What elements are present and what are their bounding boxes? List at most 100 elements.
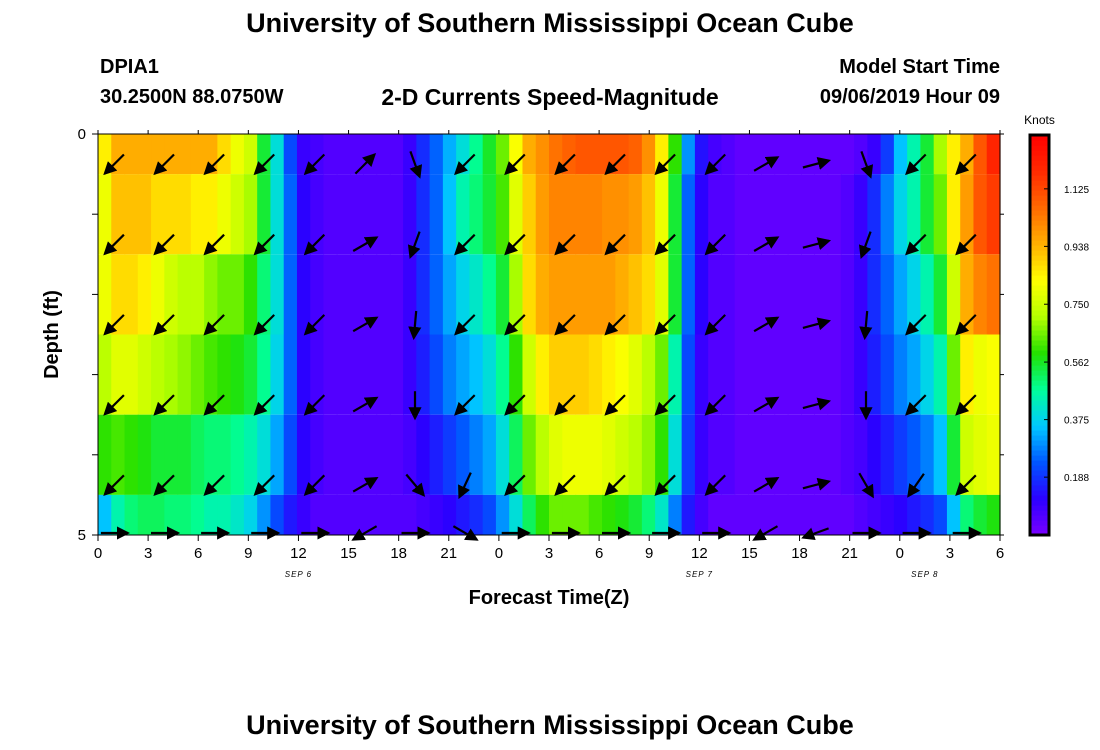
heatmap-cell	[668, 174, 683, 255]
heatmap-cell	[920, 414, 935, 495]
x-tick-label: 0	[896, 545, 904, 562]
current-vector-arrow	[103, 153, 125, 176]
heatmap-cell	[217, 254, 232, 335]
heatmap-cell	[456, 174, 471, 255]
colorbar-segment	[1030, 410, 1049, 416]
current-vector-arrow	[103, 314, 125, 336]
current-vector-arrow	[654, 233, 676, 256]
heatmap-cell	[893, 174, 908, 255]
heatmap-cell	[204, 254, 218, 335]
heatmap-cell	[217, 334, 232, 415]
x-tick-label: 21	[440, 545, 457, 562]
heatmap-cell	[469, 494, 484, 535]
heatmap-cell	[442, 334, 457, 415]
heatmap-cell	[801, 254, 815, 335]
current-vector-arrow	[354, 152, 377, 175]
current-vector-arrow	[704, 153, 726, 176]
heatmap-cell	[270, 134, 285, 175]
heatmap-cell	[456, 334, 471, 415]
current-vector-arrow	[654, 153, 676, 176]
x-tick-label: 12	[691, 545, 708, 562]
heatmap-cell	[376, 494, 391, 535]
colorbar-segment	[1030, 175, 1049, 181]
current-vector-arrow	[103, 233, 125, 256]
heatmap-cell	[389, 254, 404, 335]
current-vector-arrow	[253, 233, 275, 256]
heatmap-cell	[137, 494, 152, 535]
heatmap-cell	[747, 134, 762, 175]
current-vector-arrow	[753, 156, 780, 172]
heatmap-cell	[986, 414, 1001, 495]
heatmap-cell	[456, 134, 471, 175]
current-vector-arrow	[802, 317, 832, 331]
current-vector-arrow	[955, 394, 977, 416]
current-vector-arrow	[153, 314, 175, 336]
heatmap-cell	[920, 134, 935, 175]
current-vector-arrow	[504, 474, 526, 496]
heatmap-cell	[416, 174, 431, 255]
heatmap-cell	[787, 254, 802, 335]
heatmap-cell	[363, 334, 378, 415]
heatmap-cell	[933, 494, 948, 535]
current-vector-arrow	[458, 472, 472, 500]
heatmap-cell	[230, 334, 245, 415]
heatmap-cell	[190, 254, 205, 335]
current-vector-arrow	[454, 314, 476, 336]
heatmap-cell	[204, 414, 218, 495]
colorbar-segment	[1030, 165, 1049, 171]
heatmap-cell	[602, 254, 616, 335]
colorbar-segment	[1030, 180, 1049, 186]
heatmap-cell	[973, 334, 988, 415]
heatmap-cell	[151, 174, 165, 255]
colorbar-segment	[1030, 150, 1049, 156]
heatmap-cell	[734, 254, 749, 335]
heatmap-cell	[310, 334, 325, 415]
heatmap-cell	[296, 414, 311, 495]
current-vector-arrow	[858, 231, 872, 259]
heatmap-cell	[575, 134, 590, 175]
colorbar-tick-label: 0.750	[1064, 300, 1089, 311]
current-vector-arrow	[554, 394, 576, 416]
heatmap-cell	[721, 254, 736, 335]
heatmap-cell	[920, 334, 935, 415]
current-vector-arrow	[253, 474, 275, 496]
x-tick-label: 12	[290, 545, 307, 562]
heatmap-cell	[217, 174, 232, 255]
heatmap-cell	[575, 494, 590, 535]
current-vector-arrow	[103, 394, 125, 416]
heatmap-cell	[416, 334, 431, 415]
heatmap-cell	[323, 334, 338, 415]
x-tick-label: 0	[94, 545, 102, 562]
colorbar-segment	[1030, 370, 1049, 376]
heatmap-cell	[310, 254, 325, 335]
heatmap-cell	[774, 134, 789, 175]
x-tick-label: 18	[390, 545, 407, 562]
heatmap-cell	[628, 254, 643, 335]
colorbar-segment	[1030, 315, 1049, 321]
colorbar-tick-label: 0.938	[1064, 242, 1089, 253]
heatmap-cell	[376, 334, 391, 415]
heatmap-cell	[403, 414, 417, 495]
heatmap-cell	[270, 254, 285, 335]
heatmap-cell	[827, 414, 842, 495]
heatmap-cell	[257, 254, 272, 335]
heatmap-cell	[190, 174, 205, 255]
heatmap-cell	[747, 254, 762, 335]
heatmap-cell	[867, 414, 882, 495]
model-start-value: 09/06/2019 Hour 09	[819, 86, 1000, 108]
y-tick-label: 5	[78, 527, 86, 544]
heatmap-cell	[562, 334, 577, 415]
heatmap-cell	[973, 134, 988, 175]
heatmap-cell	[442, 254, 457, 335]
heatmap-cell	[482, 134, 497, 175]
heatmap-cell	[482, 414, 497, 495]
colorbar-segment	[1030, 250, 1049, 256]
heatmap-cell	[628, 174, 643, 255]
current-vector-arrow	[704, 474, 726, 496]
heatmap-cell	[668, 334, 683, 415]
heatmap-cell	[323, 254, 338, 335]
heatmap-cell	[137, 334, 152, 415]
colorbar-segment	[1030, 300, 1049, 306]
current-vector-arrow	[253, 314, 275, 336]
heatmap-cell	[907, 254, 922, 335]
